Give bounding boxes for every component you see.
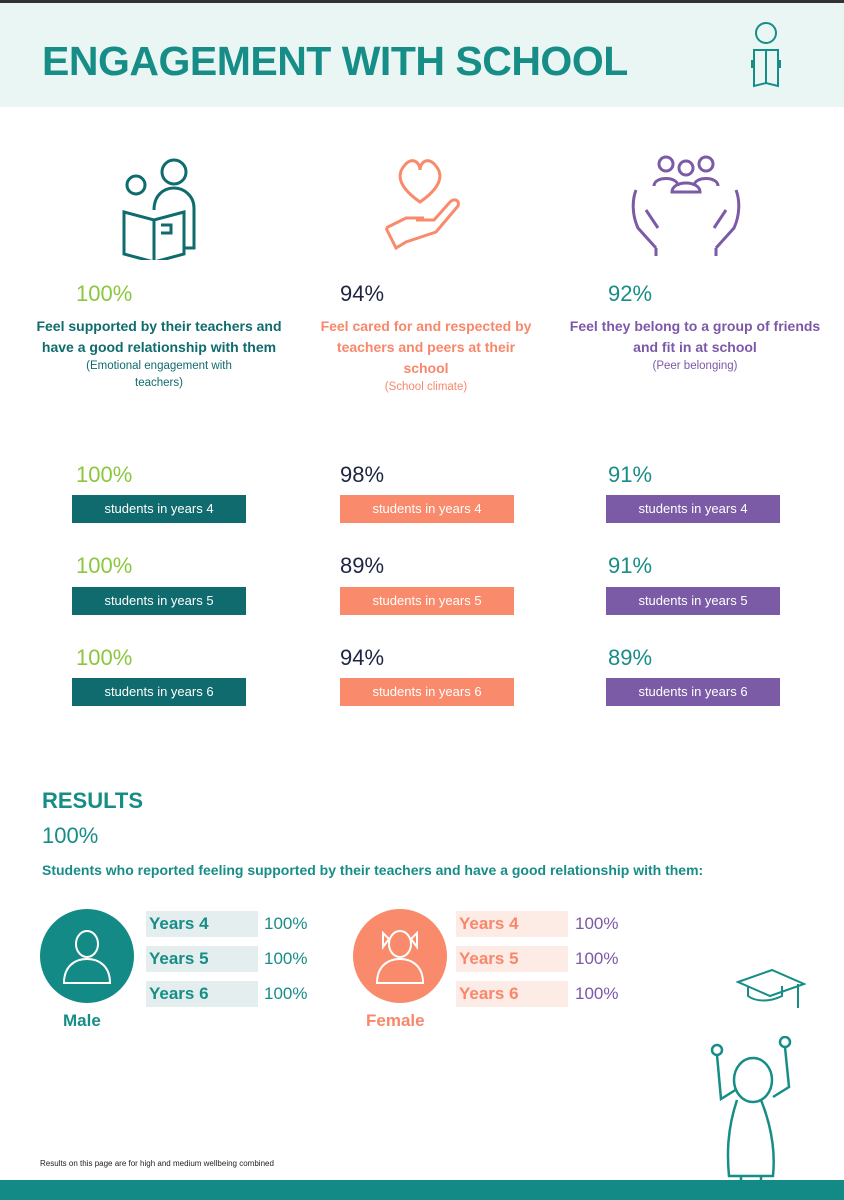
female-years-4-label: Years 4 (456, 911, 568, 937)
results-description: Students who reported feeling supported … (42, 862, 704, 878)
col3-y5-label: students in years 5 (606, 587, 780, 615)
col2-y6-percent: 94% (340, 645, 385, 670)
col1-y4-percent: 100% (76, 462, 133, 487)
column-3-subtitle: (Peer belonging) (652, 360, 738, 372)
female-years-5-label: Years 5 (456, 946, 568, 972)
col3-y4-percent: 91% (608, 462, 653, 487)
column-1-heading: Feel supported by their teachers and hav… (36, 318, 282, 355)
female-avatar-icon (353, 909, 447, 1003)
male-years-6-label: Years 6 (146, 981, 258, 1007)
male-years-4-label: Years 4 (146, 911, 258, 937)
col2-y6-label: students in years 6 (340, 678, 514, 706)
adult-child-reading-icon (122, 158, 196, 260)
cheering-child-illustration (710, 1036, 792, 1182)
col3-y5-percent: 91% (608, 553, 653, 578)
male-years-5-value: 100% (264, 949, 308, 968)
col1-y6-label: students in years 6 (72, 678, 246, 706)
female-years-6-value: 100% (575, 984, 619, 1003)
footnote: Results on this page are for high and me… (40, 1159, 274, 1168)
column-3-heading: Feel they belong to a group of friends a… (569, 318, 821, 355)
female-years-5-value: 100% (575, 949, 619, 968)
footer-bar (0, 1180, 844, 1200)
col1-y4-label: students in years 4 (72, 495, 246, 523)
col2-y5-percent: 89% (340, 553, 385, 578)
col3-y6-percent: 89% (608, 645, 653, 670)
col2-y4-label: students in years 4 (340, 495, 514, 523)
column-1-percent: 100% (76, 281, 133, 306)
column-2-heading: Feel cared for and respected by teachers… (320, 318, 532, 376)
col2-y4-percent: 98% (340, 462, 385, 487)
col2-y5-label: students in years 5 (340, 587, 514, 615)
male-years-5-label: Years 5 (146, 946, 258, 972)
results-percent: 100% (42, 823, 99, 848)
col1-y5-label: students in years 5 (72, 587, 246, 615)
reading-person-icon (751, 22, 781, 88)
male-years-4-value: 100% (264, 914, 308, 933)
heart-in-hand-icon (384, 159, 460, 251)
col1-y5-percent: 100% (76, 553, 133, 578)
top-border (0, 0, 844, 3)
column-1-subtitle: (Emotional engagement with teachers) (86, 360, 232, 389)
male-avatar-icon (40, 909, 134, 1003)
female-years-4-value: 100% (575, 914, 619, 933)
female-years-6-label: Years 6 (456, 981, 568, 1007)
col3-y6-label: students in years 6 (606, 678, 780, 706)
female-label: Female (366, 1011, 425, 1030)
header-banner (0, 3, 844, 107)
male-years-6-value: 100% (264, 984, 308, 1003)
group-in-hands-icon (631, 155, 741, 256)
column-2-subtitle: (School climate) (384, 381, 468, 393)
graduation-cap-icon (736, 968, 806, 1008)
column-3-percent: 92% (608, 281, 653, 306)
col3-y4-label: students in years 4 (606, 495, 780, 523)
column-2-percent: 94% (340, 281, 385, 306)
page-title: ENGAGEMENT WITH SCHOOL (42, 38, 628, 84)
results-title: RESULTS (42, 788, 144, 813)
male-label: Male (63, 1011, 101, 1030)
col1-y6-percent: 100% (76, 645, 133, 670)
